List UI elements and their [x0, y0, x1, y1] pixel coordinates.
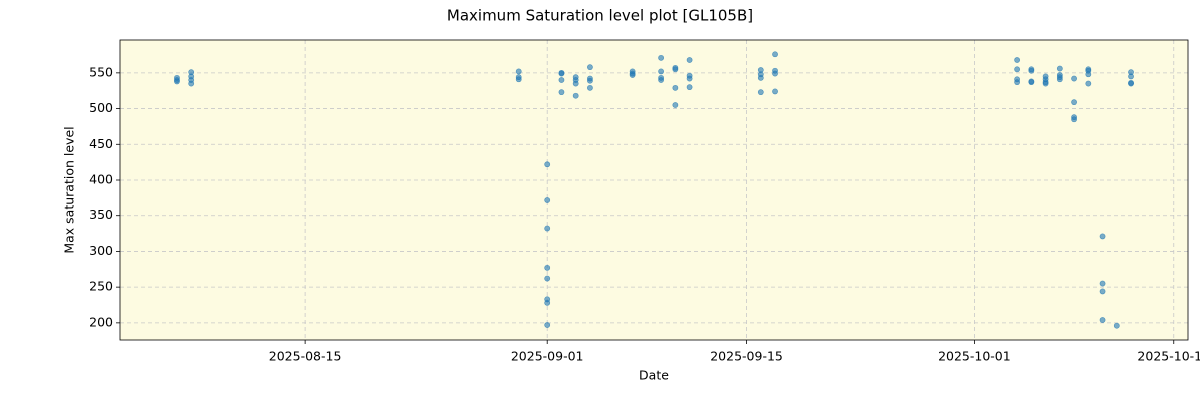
y-tick-label: 300: [89, 243, 113, 258]
data-point: [1028, 79, 1035, 86]
data-point: [515, 68, 522, 75]
x-axis-label: Date: [639, 368, 669, 383]
data-point: [1028, 67, 1035, 74]
data-point: [1014, 66, 1021, 73]
data-point: [672, 102, 679, 108]
chart-title: Maximum Saturation level plot [GL105B]: [447, 7, 753, 25]
x-tick-label: 2025-08-15: [269, 349, 342, 364]
data-point: [558, 77, 565, 83]
data-point: [1014, 79, 1021, 86]
data-point: [544, 161, 551, 168]
data-point: [1056, 76, 1063, 83]
data-point: [772, 70, 778, 77]
data-point: [672, 84, 679, 91]
data-point: [672, 66, 679, 73]
data-point: [1128, 80, 1134, 87]
data-point: [658, 77, 665, 83]
data-point: [1042, 80, 1049, 87]
data-point: [772, 51, 778, 58]
data-point: [1085, 71, 1092, 78]
y-tick-label: 200: [89, 314, 113, 329]
data-point: [1113, 322, 1120, 329]
data-point: [1071, 99, 1077, 106]
data-point: [558, 70, 565, 77]
data-point: [686, 57, 693, 63]
data-point: [188, 80, 195, 87]
data-point: [629, 72, 636, 78]
y-tick-label: 450: [89, 136, 113, 151]
data-point: [1099, 288, 1106, 295]
data-point: [587, 64, 593, 71]
data-point: [515, 76, 522, 83]
data-point: [544, 197, 551, 203]
data-point: [544, 225, 551, 232]
data-point: [1014, 57, 1021, 63]
plot-frame: [119, 39, 1189, 341]
data-point: [1099, 233, 1106, 240]
y-tick-label: 400: [89, 172, 113, 187]
plot-background: [120, 40, 1188, 340]
data-point: [772, 88, 778, 95]
data-point: [544, 322, 551, 328]
y-tick-label: 500: [89, 100, 113, 115]
data-point: [558, 89, 565, 96]
data-point: [658, 68, 665, 75]
data-point: [544, 299, 551, 306]
data-point: [1071, 75, 1077, 82]
data-point: [1056, 65, 1063, 72]
data-point: [572, 92, 579, 99]
y-tick-label: 250: [89, 279, 113, 294]
grid: [120, 40, 1188, 340]
data-point: [1099, 280, 1106, 287]
data-point: [587, 84, 593, 91]
x-tick-label: 2025-09-15: [710, 349, 783, 364]
y-tick-label: 350: [89, 207, 113, 222]
data-point: [1071, 116, 1077, 123]
points: [174, 51, 1134, 329]
data-point: [658, 54, 665, 61]
data-point: [174, 78, 180, 85]
data-point: [544, 275, 551, 282]
data-point: [1099, 317, 1106, 323]
y-axis-label: Max saturation level: [62, 126, 77, 253]
data-point: [1128, 73, 1134, 80]
data-point: [544, 264, 551, 271]
data-point: [757, 89, 764, 96]
y-tick-label: 550: [89, 64, 113, 79]
x-tick-label: 2025-09-01: [511, 349, 584, 364]
data-point: [1085, 80, 1092, 87]
data-point: [587, 77, 593, 84]
x-tick-label: 2025-10-15: [1137, 349, 1200, 364]
data-point: [757, 74, 764, 81]
x-tick-label: 2025-10-01: [938, 349, 1011, 364]
data-point: [686, 84, 693, 91]
data-point: [686, 75, 693, 82]
data-point: [572, 80, 579, 87]
